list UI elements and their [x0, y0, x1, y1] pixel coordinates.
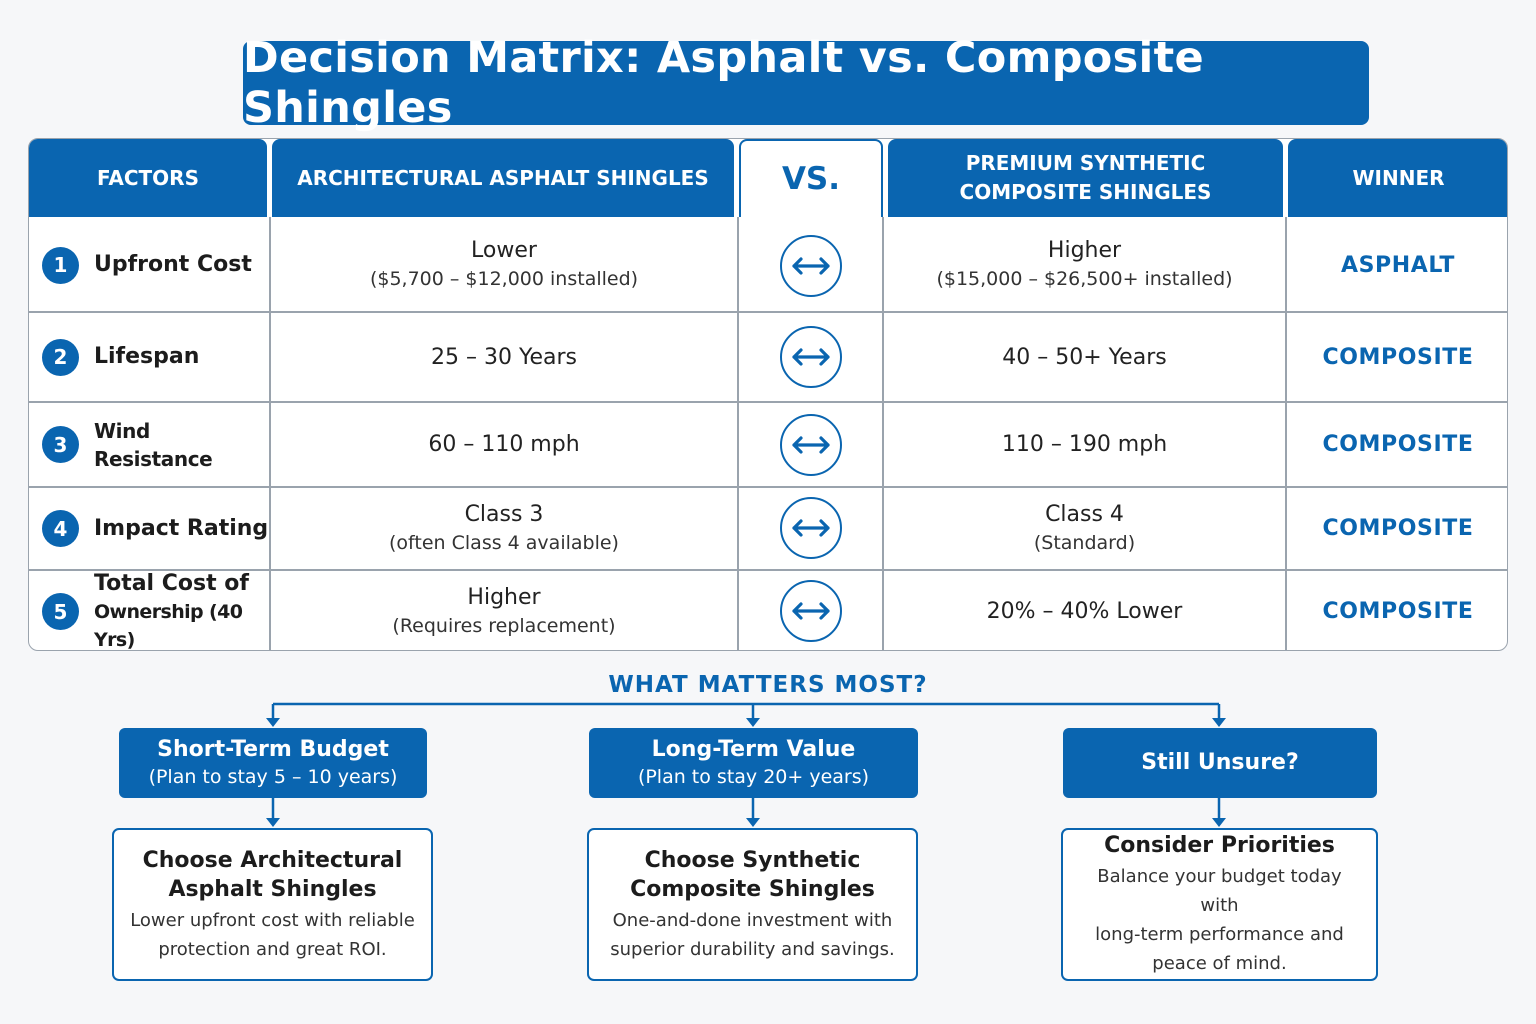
col-divider [737, 217, 739, 650]
asphalt-value-sub: ($5,700 – $12,000 installed) [369, 268, 639, 290]
composite-value-sub: (Standard) [1033, 531, 1136, 554]
row-divider [29, 486, 1507, 488]
row-divider [29, 401, 1507, 403]
header-winner: WINNER [1288, 139, 1507, 217]
row-divider [29, 569, 1507, 571]
header-composite-line2: COMPOSITE SHINGLES [959, 180, 1212, 204]
col-divider [269, 217, 271, 650]
recommendation-body-line3: peace of mind. [1152, 953, 1287, 974]
asphalt-recommendation-box: Choose Architectural Asphalt Shingles Lo… [112, 828, 433, 981]
asphalt-value: Class 3 (often Class 4 available) [271, 488, 737, 569]
option-subtitle: (Plan to stay 20+ years) [637, 766, 870, 788]
recommendation-body-line1: Balance your budget today with [1097, 866, 1342, 916]
short-term-budget-box: Short-Term Budget (Plan to stay 5 – 10 y… [119, 728, 427, 798]
recommendation-title-line1: Choose Architectural [142, 847, 403, 873]
row-divider [29, 311, 1507, 313]
asphalt-value-main: 60 – 110 mph [428, 432, 580, 457]
composite-value: 20% – 40% Lower [884, 571, 1285, 650]
asphalt-value-main: Class 3 [464, 501, 544, 527]
factor-label: Impact Rating [94, 515, 269, 541]
composite-value-main: Class 4 [1045, 501, 1124, 527]
factor-label: Upfront Cost [94, 252, 252, 277]
col-divider [882, 217, 884, 650]
asphalt-value: Lower ($5,700 – $12,000 installed) [271, 219, 737, 311]
composite-value-main: Higher [1047, 238, 1122, 263]
composite-value-main: 20% – 40% Lower [986, 599, 1183, 624]
row-number-badge: 4 [42, 510, 79, 547]
table-row-factor: 2 Lifespan [29, 313, 269, 401]
winner-label: COMPOSITE [1322, 599, 1474, 624]
recommendation-title-line2: Asphalt Shingles [168, 876, 377, 902]
double-arrow-icon [780, 414, 842, 476]
asphalt-value: 25 – 30 Years [271, 313, 737, 401]
asphalt-value-main: Higher [467, 584, 541, 610]
asphalt-value-main: Lower [471, 238, 537, 263]
composite-value-main: 110 – 190 mph [1001, 432, 1168, 457]
what-matters-most-heading: WHAT MATTERS MOST? [608, 672, 928, 698]
winner-label: COMPOSITE [1322, 432, 1474, 457]
recommendation-body-line1: One-and-done investment with [612, 909, 893, 931]
header-factors: FACTORS [29, 139, 267, 217]
winner-label: ASPHALT [1340, 252, 1456, 278]
double-arrow-icon [780, 497, 842, 559]
table-row-factor: 1 Upfront Cost [29, 219, 269, 311]
asphalt-value-sub: (often Class 4 available) [389, 531, 619, 554]
factor-label-line2: Ownership (40 Yrs) [94, 600, 243, 651]
winner-label: COMPOSITE [1322, 516, 1474, 541]
header-asphalt: ARCHITECTURAL ASPHALT SHINGLES [272, 139, 734, 217]
recommendation-title-line1: Choose Synthetic [644, 847, 861, 873]
composite-value: 40 – 50+ Years [884, 313, 1285, 401]
factor-label: Lifespan [94, 344, 200, 369]
factor-label: Wind Resistance [94, 418, 213, 471]
asphalt-value-sub: (Requires replacement) [392, 614, 616, 637]
asphalt-value: Higher (Requires replacement) [271, 571, 737, 650]
recommendation-title-line2: Composite Shingles [630, 876, 875, 902]
composite-recommendation-box: Choose Synthetic Composite Shingles One-… [587, 828, 918, 981]
col-divider [1285, 217, 1287, 650]
recommendation-body-line2: protection and great ROI. [158, 938, 387, 960]
asphalt-value-main: 25 – 30 Years [430, 344, 577, 370]
option-title: Still Unsure? [1141, 750, 1299, 775]
option-title: Long-Term Value [651, 737, 856, 762]
recommendation-title-line1: Consider Priorities [1104, 833, 1335, 858]
priorities-recommendation-box: Consider Priorities Balance your budget … [1061, 828, 1378, 981]
recommendation-body-line2: superior durability and savings. [610, 938, 895, 960]
factor-label: Total Cost of Ownership (40 Yrs) [94, 570, 269, 651]
double-arrow-icon [780, 326, 842, 388]
recommendation-body-line2: long-term performance and [1095, 924, 1344, 945]
asphalt-value: 60 – 110 mph [271, 403, 737, 486]
header-composite: PREMIUM SYNTHETIC COMPOSITE SHINGLES [888, 139, 1283, 217]
option-subtitle: (Plan to stay 5 – 10 years) [148, 766, 398, 788]
table-row-factor: 5 Total Cost of Ownership (40 Yrs) [29, 570, 269, 651]
header-composite-line1: PREMIUM SYNTHETIC [965, 151, 1206, 175]
winner-label: COMPOSITE [1322, 344, 1474, 370]
row-number-badge: 1 [42, 246, 79, 284]
long-term-value-box: Long-Term Value (Plan to stay 20+ years) [589, 728, 918, 798]
header-vs: VS. [739, 139, 883, 217]
composite-value-main: 40 – 50+ Years [1002, 344, 1167, 370]
row-number-badge: 3 [42, 426, 79, 463]
option-title: Short-Term Budget [157, 737, 389, 762]
double-arrow-icon [780, 235, 842, 297]
row-number-badge: 5 [42, 593, 79, 630]
table-row-factor: 4 Impact Rating [29, 488, 269, 569]
composite-value: Class 4 (Standard) [884, 488, 1285, 569]
composite-value-sub: ($15,000 – $26,500+ installed) [936, 268, 1233, 290]
double-arrow-icon [780, 580, 842, 642]
factor-label-line1: Total Cost of [94, 570, 249, 596]
row-number-badge: 2 [42, 338, 79, 376]
still-unsure-box: Still Unsure? [1063, 728, 1377, 798]
recommendation-body-line1: Lower upfront cost with reliable [130, 909, 415, 931]
table-row-factor: 3 Wind Resistance [29, 403, 269, 486]
decision-matrix-table: FACTORS ARCHITECTURAL ASPHALT SHINGLES V… [28, 138, 1508, 651]
composite-value: Higher ($15,000 – $26,500+ installed) [884, 219, 1285, 311]
page-title: Decision Matrix: Asphalt vs. Composite S… [243, 33, 1369, 133]
composite-value: 110 – 190 mph [884, 403, 1285, 486]
